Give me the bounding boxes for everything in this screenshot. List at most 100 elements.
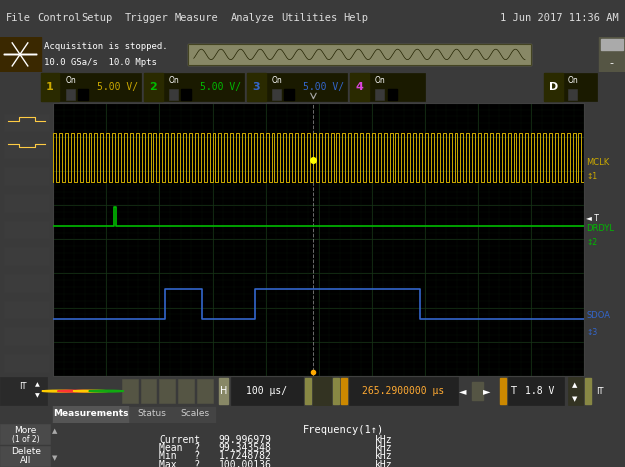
Text: Delete: Delete	[11, 447, 41, 456]
Bar	[568, 377, 583, 405]
Text: Status: Status	[138, 409, 166, 418]
Text: All: All	[20, 456, 31, 465]
Bar	[284, 89, 294, 100]
Text: kHz: kHz	[375, 443, 392, 453]
Text: ◄ T: ◄ T	[586, 214, 599, 223]
Text: 99.343548: 99.343548	[219, 443, 272, 453]
Text: Help: Help	[344, 14, 369, 23]
Bar	[4, 220, 49, 238]
Text: ▼: ▼	[572, 396, 578, 402]
Text: 99.996979: 99.996979	[219, 435, 272, 445]
Bar	[305, 378, 311, 404]
Bar	[188, 44, 531, 65]
Bar	[0, 377, 47, 405]
Text: IT: IT	[19, 382, 27, 391]
Bar	[188, 44, 531, 65]
Text: 5.00 V/: 5.00 V/	[97, 82, 138, 92]
Text: Acquisition is stopped.: Acquisition is stopped.	[44, 42, 168, 51]
Text: 10.0 GSa/s  10.0 Mpts: 10.0 GSa/s 10.0 Mpts	[44, 57, 157, 67]
Text: On: On	[66, 76, 76, 85]
Bar	[508, 377, 564, 405]
Text: Max   ?: Max ?	[159, 460, 200, 467]
Bar	[53, 422, 128, 423]
Text: IT: IT	[596, 387, 604, 396]
Text: 4: 4	[356, 82, 363, 92]
Text: 1.8 V: 1.8 V	[525, 386, 554, 396]
Bar	[4, 113, 49, 131]
Bar	[0, 37, 41, 72]
Bar	[568, 89, 577, 100]
Text: T: T	[510, 386, 516, 396]
Bar	[4, 274, 49, 292]
Text: Frequency(1↑): Frequency(1↑)	[303, 425, 384, 435]
Bar	[585, 378, 591, 404]
Text: ▲: ▲	[52, 429, 57, 434]
Bar	[4, 141, 49, 158]
Text: 5.00 V/: 5.00 V/	[303, 82, 344, 92]
Bar	[272, 89, 281, 100]
Text: 100 μs/: 100 μs/	[246, 386, 288, 396]
Bar	[178, 379, 194, 403]
Bar	[4, 194, 49, 212]
Bar	[350, 73, 425, 101]
Text: On: On	[169, 76, 179, 85]
Text: ↕2: ↕2	[586, 238, 598, 247]
Text: kHz: kHz	[375, 435, 392, 445]
Bar	[388, 89, 397, 100]
Text: 3: 3	[253, 82, 260, 92]
Bar	[0, 446, 51, 466]
Bar	[122, 379, 138, 403]
Text: Min   ?: Min ?	[159, 452, 200, 461]
Bar	[312, 377, 331, 405]
Text: Control: Control	[38, 14, 81, 23]
Text: 1.7248782: 1.7248782	[219, 452, 272, 461]
Bar	[53, 405, 128, 423]
Text: D: D	[549, 82, 558, 92]
Bar	[601, 39, 622, 50]
Text: MCLK: MCLK	[586, 158, 609, 167]
Text: ►: ►	[482, 386, 490, 396]
Bar	[375, 89, 384, 100]
Bar	[341, 378, 347, 404]
Bar	[51, 423, 59, 467]
Text: DRDYL: DRDYL	[586, 224, 614, 233]
Text: H: H	[220, 386, 228, 396]
Bar	[544, 73, 597, 101]
Bar	[129, 407, 173, 423]
Circle shape	[89, 390, 124, 392]
Text: On: On	[568, 76, 578, 85]
Bar	[78, 89, 88, 100]
Bar	[247, 73, 347, 101]
Text: ▼: ▼	[35, 393, 40, 398]
Bar	[4, 327, 49, 345]
Bar	[197, 379, 212, 403]
Text: On: On	[375, 76, 386, 85]
Bar	[247, 73, 266, 101]
Bar	[231, 377, 303, 405]
Text: 1: 1	[46, 82, 54, 92]
Text: Mean  ?: Mean ?	[159, 443, 200, 453]
Bar	[332, 378, 339, 404]
Bar	[544, 73, 562, 101]
Text: ▼: ▼	[52, 455, 57, 461]
Bar	[144, 73, 162, 101]
Bar	[181, 89, 191, 100]
Text: 100.00136: 100.00136	[219, 460, 272, 467]
Text: File: File	[6, 14, 31, 23]
Bar	[159, 379, 175, 403]
Text: 2: 2	[149, 82, 157, 92]
Bar	[219, 378, 228, 404]
Text: Scales: Scales	[181, 409, 209, 418]
Circle shape	[73, 390, 108, 392]
Text: ◄: ◄	[459, 386, 466, 396]
Text: 265.2900000 μs: 265.2900000 μs	[362, 386, 444, 396]
Text: kHz: kHz	[375, 452, 392, 461]
Bar	[472, 382, 483, 400]
Text: Utilities: Utilities	[281, 14, 338, 23]
Bar	[66, 89, 75, 100]
Text: More: More	[14, 426, 37, 435]
Text: On: On	[272, 76, 282, 85]
Bar	[41, 73, 141, 101]
Text: Setup: Setup	[81, 14, 112, 23]
Bar	[174, 407, 215, 423]
